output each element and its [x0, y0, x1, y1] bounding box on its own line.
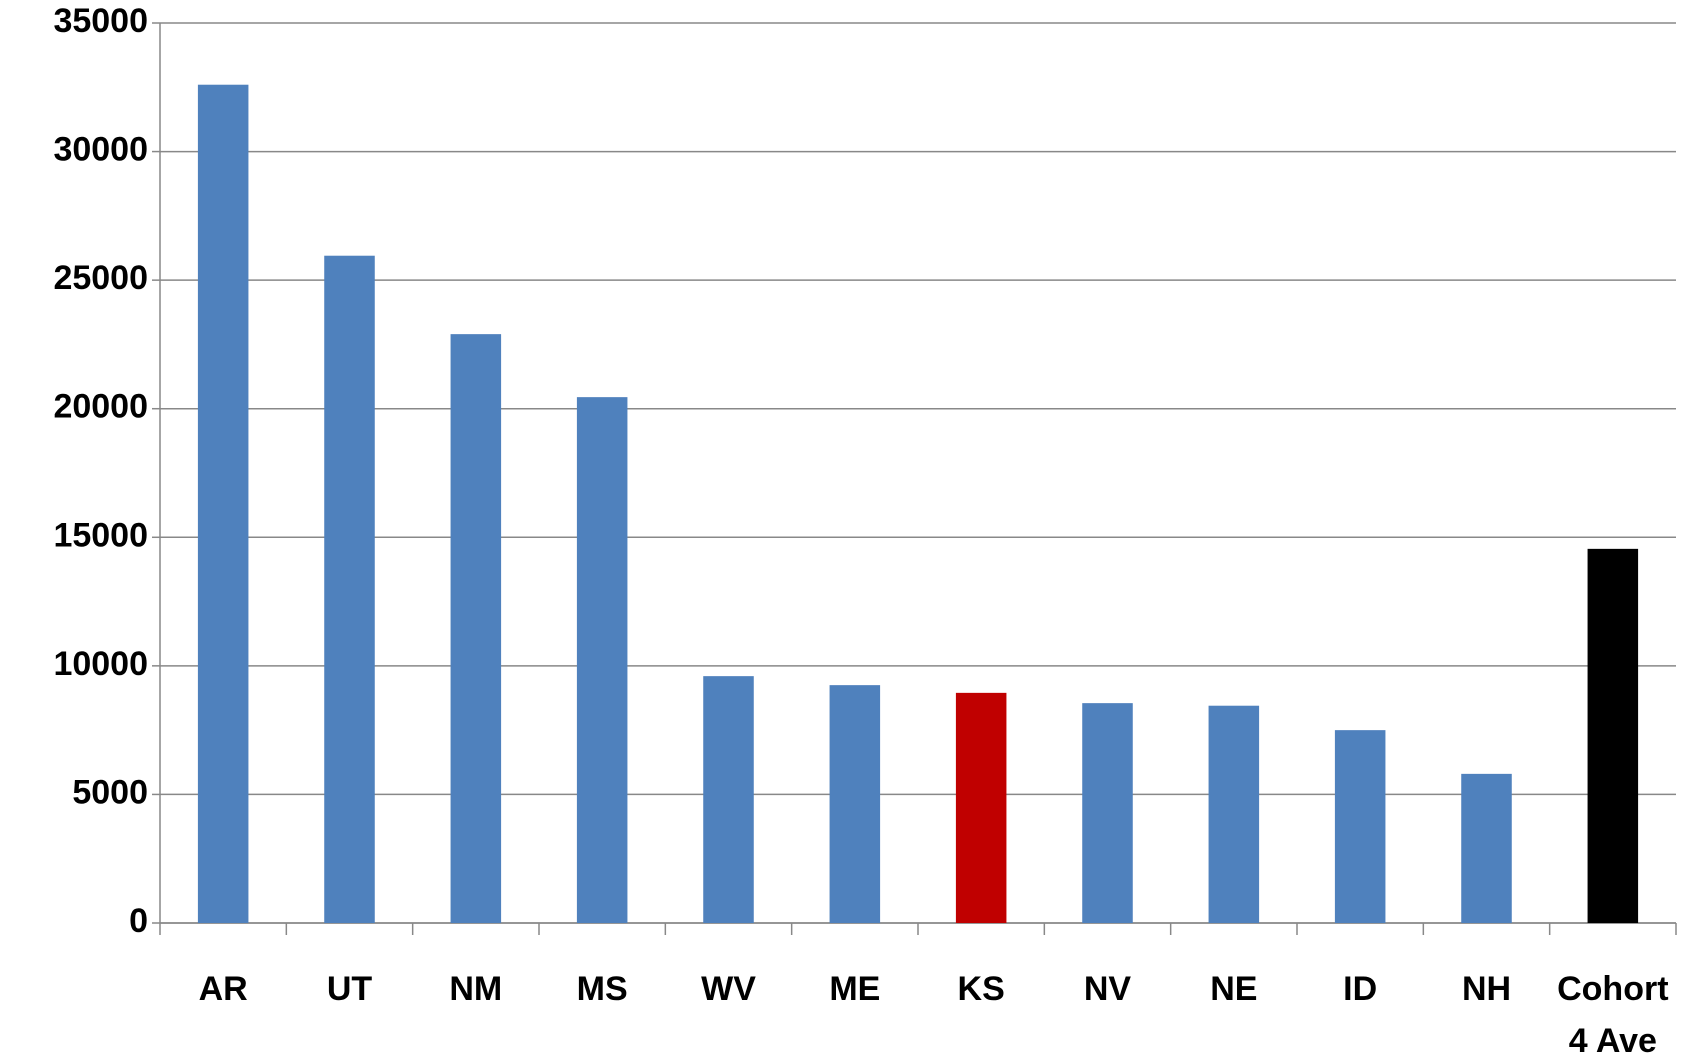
bar [703, 676, 754, 923]
x-tick-label: WV [701, 970, 756, 1008]
x-tick-label: NV [1083, 970, 1132, 1008]
x-tick-label: Cohort 4 Ave [1557, 970, 1669, 1060]
bar [1082, 703, 1133, 923]
y-tick-label: 20000 [53, 388, 148, 426]
y-tick-label: 30000 [53, 131, 148, 169]
x-tick-label: NH [1461, 970, 1512, 1008]
x-tick-label: NE [1210, 970, 1258, 1008]
y-tick-label: 25000 [53, 259, 148, 297]
bar [1208, 705, 1260, 923]
bar [829, 685, 881, 923]
y-tick-label: 0 [129, 902, 148, 940]
x-tick-label: ME [829, 970, 881, 1008]
bar [576, 397, 628, 924]
x-tick-label: ID [1343, 970, 1378, 1008]
bar [1334, 730, 1386, 923]
y-tick-label: 5000 [72, 773, 148, 811]
x-tick-label: KS [957, 970, 1005, 1008]
bar [1587, 548, 1639, 923]
y-tick-label: 10000 [53, 645, 148, 683]
x-tick-label: AR [198, 970, 248, 1008]
x-tick-label: MS [576, 970, 628, 1008]
bar [324, 255, 375, 923]
bar [197, 84, 249, 923]
bar [1461, 773, 1512, 923]
bar [955, 692, 1007, 923]
y-tick-label: 15000 [53, 516, 148, 554]
y-tick-label: 35000 [53, 2, 148, 40]
bar [450, 334, 502, 924]
x-tick-label: NM [449, 970, 503, 1008]
x-tick-label: UT [326, 970, 373, 1008]
